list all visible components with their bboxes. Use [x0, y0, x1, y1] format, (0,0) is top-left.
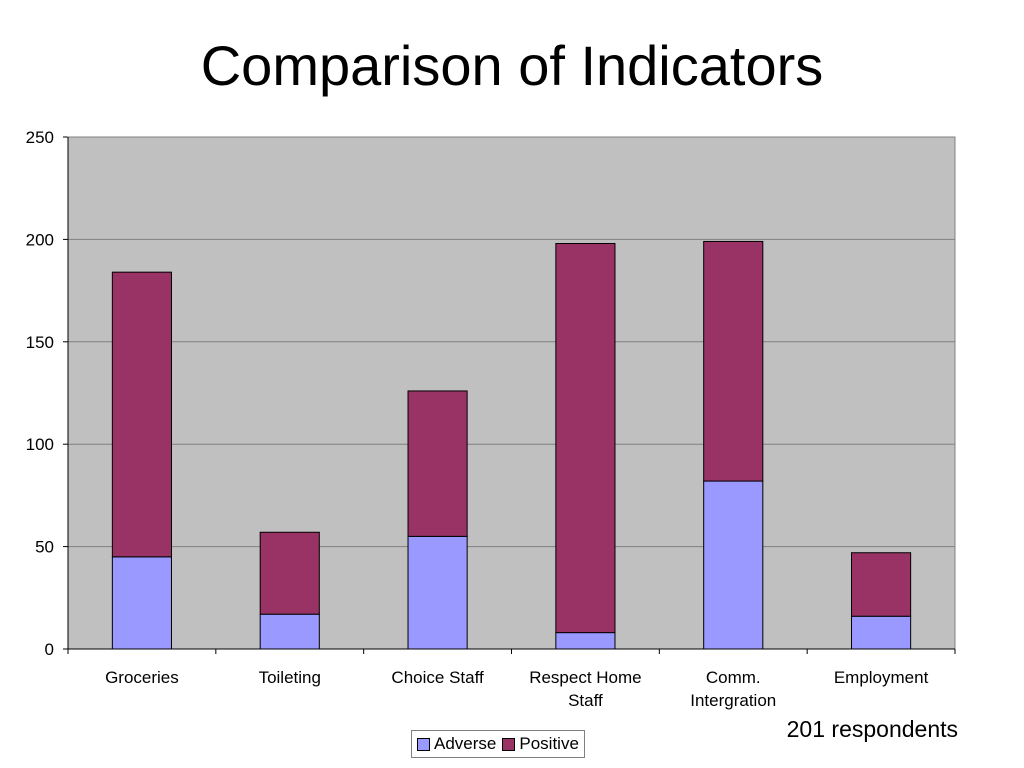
bar-adverse-5 [851, 615, 912, 650]
bar-adverse-2 [407, 535, 468, 650]
legend-label-positive: Positive [519, 734, 579, 753]
bar-adverse-3 [555, 632, 616, 650]
legend-item-adverse: Adverse [417, 734, 496, 754]
legend-label-adverse: Adverse [434, 734, 497, 753]
legend-swatch-positive [502, 737, 516, 751]
legend: Adverse Positive [411, 730, 585, 758]
bar-positive-3 [555, 242, 616, 634]
bar-positive-2 [407, 390, 468, 537]
legend-item-positive: Positive [502, 734, 579, 754]
y-tick-label-250: 250 [26, 128, 54, 147]
x-tick-label-3-line-0: Respect Home [529, 668, 641, 687]
bar-adverse-1 [259, 613, 320, 650]
x-tick-label-3-line-1: Staff [568, 691, 603, 710]
y-tick-label-50: 50 [35, 538, 54, 557]
respondents-note: 201 respondents [786, 716, 958, 742]
y-tick-label-200: 200 [26, 230, 54, 249]
x-tick-label-1: Toileting [259, 668, 321, 687]
y-tick-label-100: 100 [26, 435, 54, 454]
bar-positive-1 [259, 531, 320, 615]
y-tick-label-150: 150 [26, 333, 54, 352]
legend-swatch-adverse [417, 737, 430, 751]
chart-title: Comparison of Indicators [200, 34, 824, 97]
plot-area [68, 137, 955, 649]
y-tick-label-0: 0 [45, 640, 54, 659]
bar-adverse-4 [703, 480, 764, 650]
bar-positive-0 [111, 271, 172, 558]
x-tick-label-5: Employment [834, 668, 929, 687]
x-tick-label-0: Groceries [105, 668, 179, 687]
bar-adverse-0 [111, 556, 172, 650]
x-tick-label-4-line-1: Intergration [690, 691, 776, 710]
x-tick-label-2: Choice Staff [391, 668, 484, 687]
x-tick-label-4-line-0: Comm. [706, 668, 761, 687]
bar-positive-5 [851, 552, 912, 617]
bar-positive-4 [703, 240, 764, 482]
